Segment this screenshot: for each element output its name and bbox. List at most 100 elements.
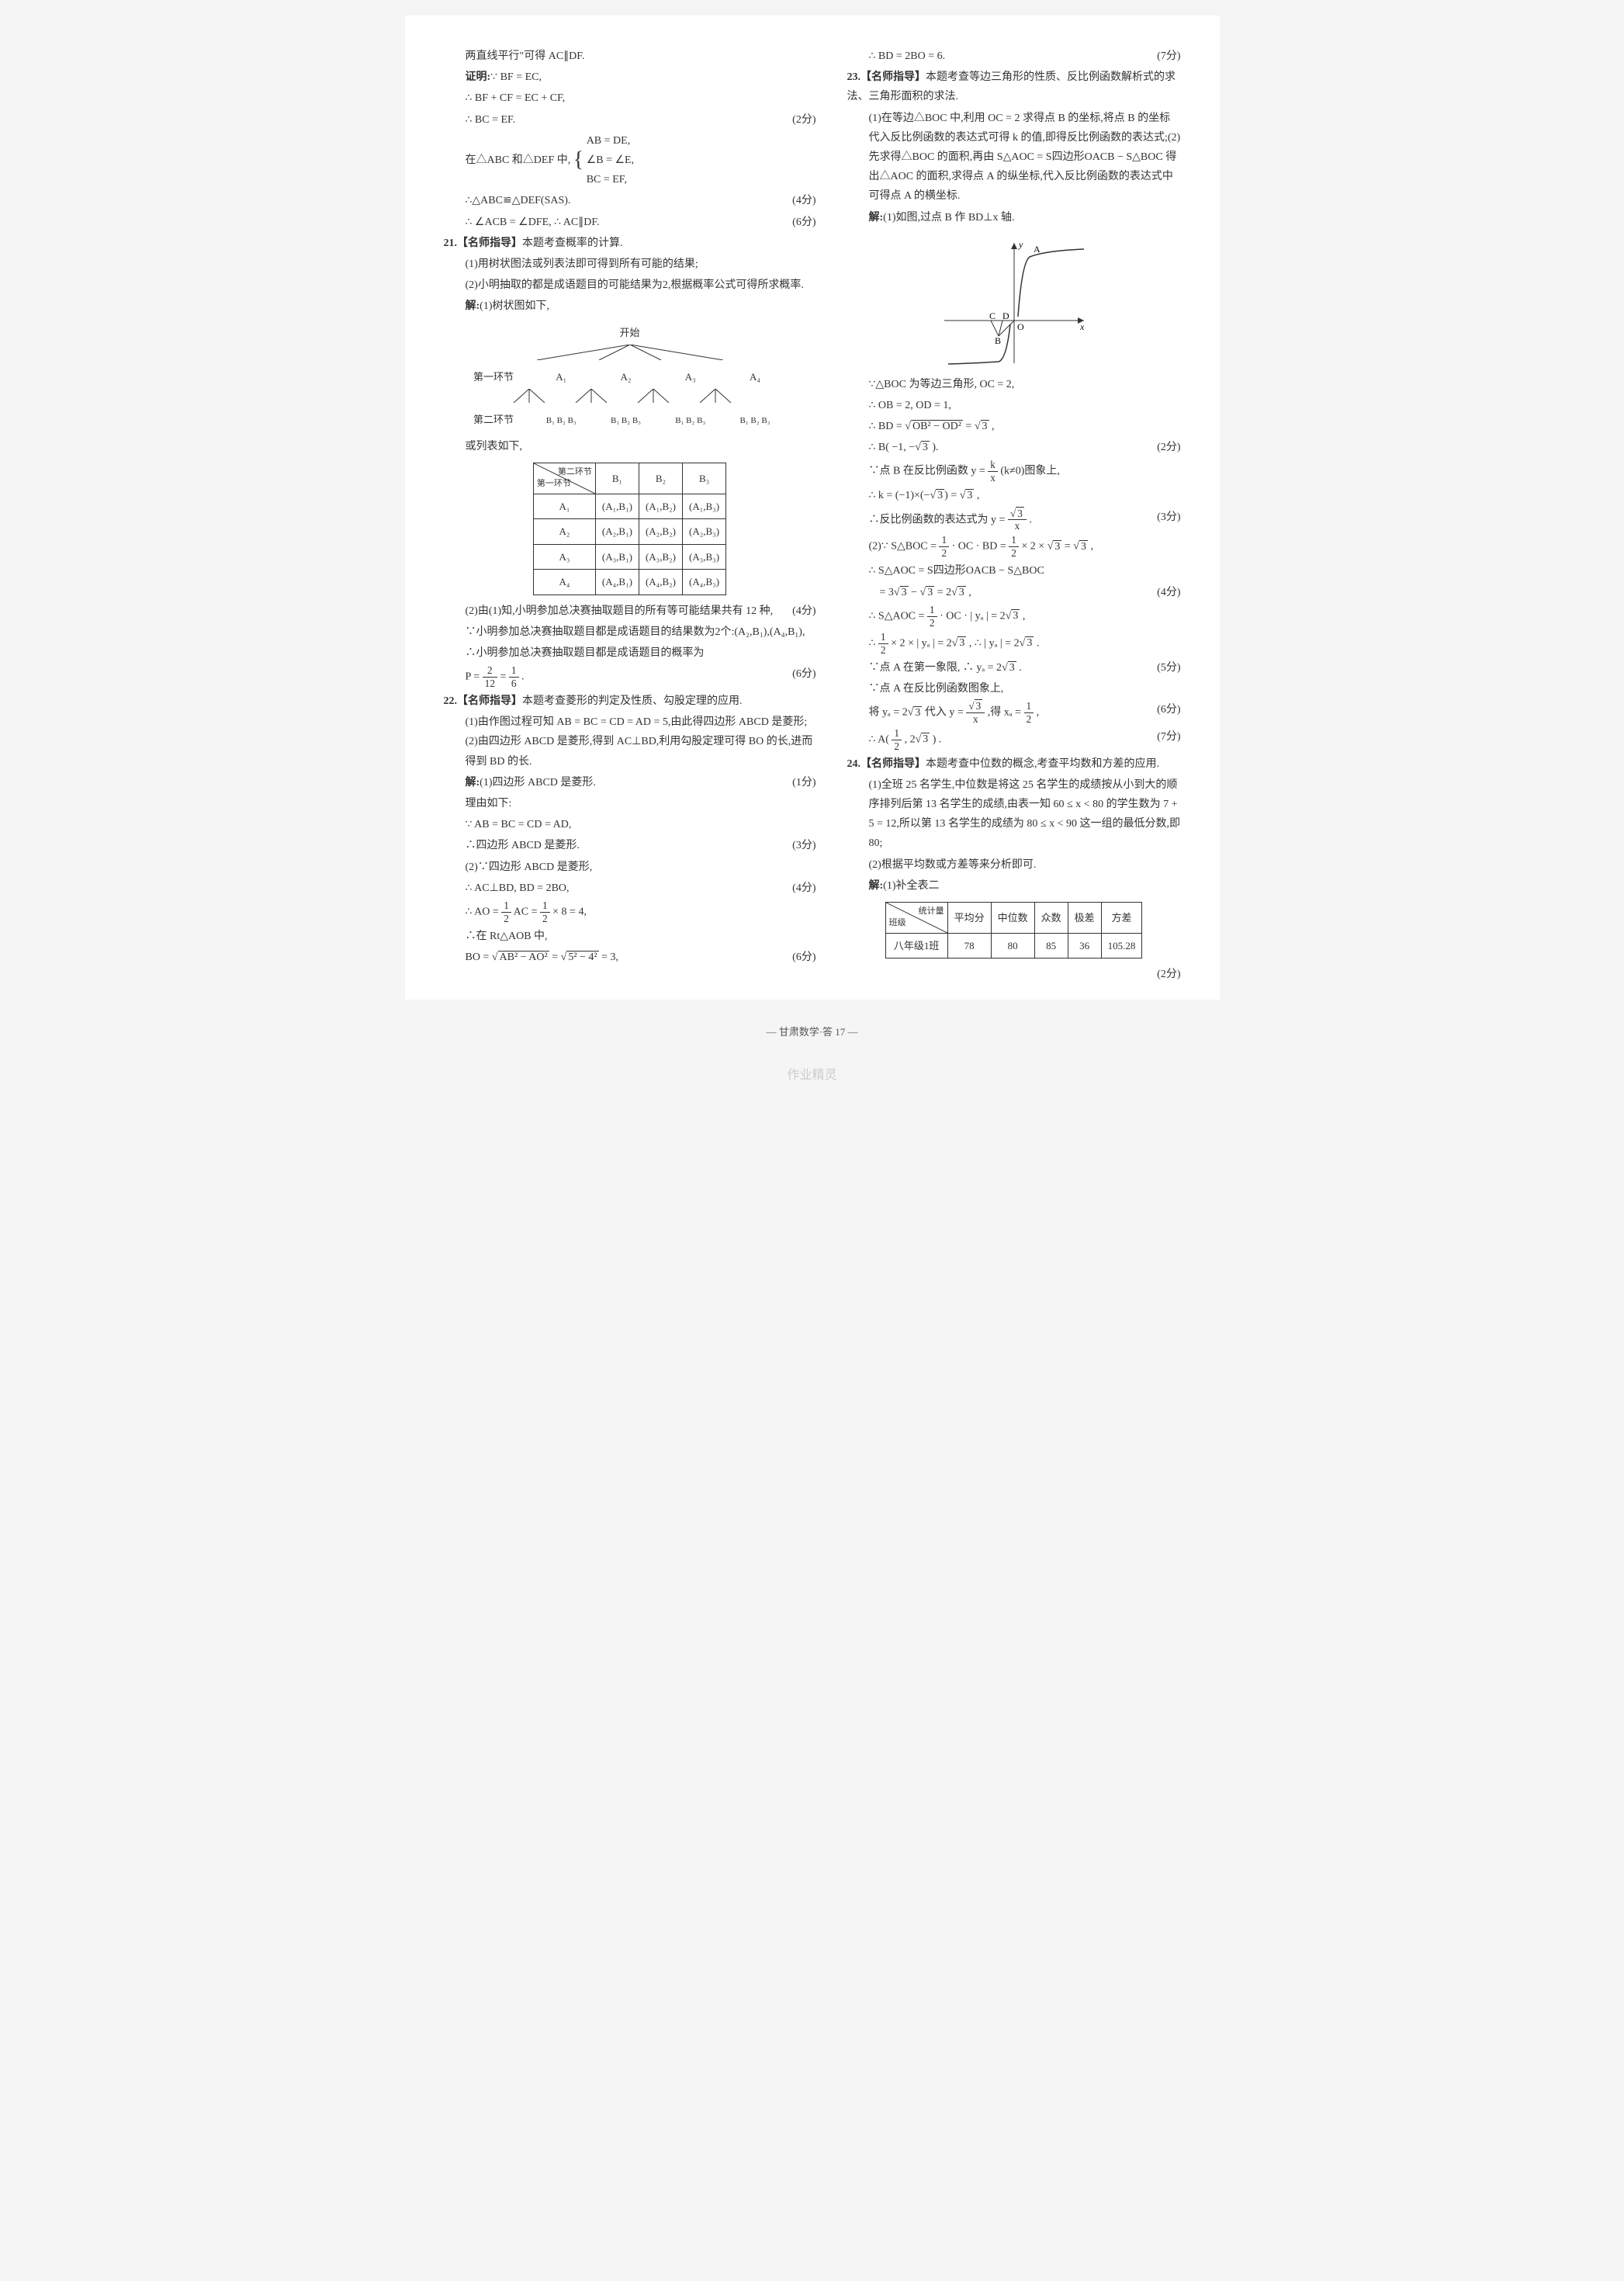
text-line: ∴ A( 12 , 2√3 ) . (7分) <box>847 727 1181 753</box>
tree-leaf: B₁ B₂ B₃ <box>530 414 592 429</box>
tree-node: A₄ <box>724 368 786 386</box>
text-line: (1)用树状图法或列表法即可得到所有可能的结果; <box>444 255 816 274</box>
text-line: P = 212 = 16 . (6分) <box>444 664 816 690</box>
text-line: ∴在 Rt△AOB 中, <box>444 927 816 946</box>
graph-label: O <box>1017 321 1024 332</box>
text-line: ∴四边形 ABCD 是菱形.(3分) <box>444 836 816 855</box>
score: (5分) <box>1157 658 1180 678</box>
tree-leaf: B₁ B₂ B₃ <box>724 414 786 429</box>
text-line: (2)∵ S△BOC = 12 · OC · BD = 12 × 2 × √3 … <box>847 534 1181 560</box>
tree-level-label: 第二环节 <box>473 411 528 428</box>
tree-branches-icon <box>498 345 762 360</box>
table-row: A₃(A₃,B₁)(A₃,B₂)(A₃,B₃) <box>533 544 725 569</box>
text-line: ∴ S△AOC = 12 · OC · | yₐ | = 2√3 , <box>847 604 1181 629</box>
table-header: 众数 <box>1034 903 1068 934</box>
table-header: B₁ <box>595 463 639 494</box>
page-footer: — 甘肃数学·答 17 — <box>16 1023 1608 1041</box>
tree-diagram: 开始 第一环节 A₁ A₂ A₃ A₄ <box>444 324 816 428</box>
graph-label: D <box>1002 310 1009 321</box>
table-header: B₃ <box>683 463 726 494</box>
text-line: 解:(1)树状图如下, <box>444 296 816 316</box>
text-line: ∴ BF + CF = EC + CF, <box>444 88 816 108</box>
score: (2分) <box>1157 965 1180 984</box>
score: (6分) <box>792 213 815 232</box>
statistics-table: 统计量 班级 平均分 中位数 众数 极差 方差 八年级1班 78 80 85 3… <box>885 902 1143 959</box>
teacher-guide-tag: 【名师指导】 <box>457 237 522 249</box>
table-header: 方差 <box>1101 903 1142 934</box>
proof-label: 证明: <box>466 71 491 83</box>
table-row: A₄(A₄,B₁)(A₄,B₂)(A₄,B₃) <box>533 570 725 595</box>
score: (4分) <box>1157 583 1180 602</box>
text-line: 证明:∵ BF = EC, <box>444 68 816 87</box>
table-row: A₁(A₁,B₁)(A₁,B₂)(A₁,B₃) <box>533 494 725 518</box>
teacher-guide-tag: 【名师指导】 <box>860 758 926 770</box>
score: (6分) <box>792 664 815 684</box>
text-line: 或列表如下, <box>444 437 816 456</box>
score: (7分) <box>1157 47 1180 66</box>
text-line: ∴ BD = 2BO = 6.(7分) <box>847 47 1181 66</box>
text-line: ∴ BD = √OB² − OD² = √3 , <box>847 417 1181 436</box>
teacher-guide-tag: 【名师指导】 <box>860 71 926 83</box>
problem-header: 23.【名师指导】本题考查等边三角形的性质、反比例函数解析式的求法、三角形面积的… <box>847 68 1181 106</box>
text-line: 解:(1)补全表二 <box>847 876 1181 896</box>
text-line: 两直线平行"可得 AC∥DF. <box>444 47 816 66</box>
text-line: = 3√3 − √3 = 2√3 , (4分) <box>847 583 1181 602</box>
solution-label: 解: <box>466 300 480 312</box>
text-line: (2)∵四边形 ABCD 是菱形, <box>444 858 816 877</box>
text-line: ∵△BOC 为等边三角形, OC = 2, <box>847 375 1181 394</box>
score: (7分) <box>1157 727 1180 747</box>
text-line: ∴小明参加总决赛抽取题目都是成语题目的概率为 <box>444 643 816 663</box>
graph-label: B <box>995 335 1001 346</box>
tree-node: A₁ <box>530 368 592 386</box>
graph-label: x <box>1079 321 1085 332</box>
diagonal-header-cell: 第二环节 第一环节 <box>533 463 595 494</box>
problem-number: 24. <box>847 758 861 770</box>
text-line: ∵点 B 在反比例函数 y = kx (k≠0)图象上, <box>847 459 1181 484</box>
text-line: 理由如下: <box>444 794 816 813</box>
text-line: ∴ OB = 2, OD = 1, <box>847 396 1181 415</box>
score: (2分) <box>792 110 815 130</box>
tree-leaf: B₁ B₂ B₃ <box>660 414 722 429</box>
text-line: BO = √AB² − AO² = √5² − 4² = 3, (6分) <box>444 948 816 967</box>
graph-label: C <box>989 310 996 321</box>
function-graph: A C D O B x y <box>937 235 1092 367</box>
text-line: ∴ AO = 12 AC = 12 × 8 = 4, <box>444 900 816 925</box>
table-header: 极差 <box>1068 903 1101 934</box>
text-line: (1)全班 25 名学生,中位数是将这 25 名学生的成绩按从小到大的顺序排列后… <box>847 775 1181 854</box>
table-header: B₂ <box>639 463 682 494</box>
solution-label: 解: <box>466 777 480 789</box>
tree-root: 开始 <box>444 324 816 341</box>
problem-number: 22. <box>444 695 458 707</box>
problem-number: 23. <box>847 71 861 83</box>
page: 两直线平行"可得 AC∥DF. 证明:∵ BF = EC, ∴ BF + CF … <box>405 16 1220 1000</box>
problem-header: 21.【名师指导】本题考查概率的计算. <box>444 234 816 253</box>
problem-header: 24.【名师指导】本题考查中位数的概念,考查平均数和方差的应用. <box>847 754 1181 774</box>
tree-node: A₃ <box>660 368 722 386</box>
text-line: ∴ BC = EF.(2分) <box>444 110 816 130</box>
table-row: A₂(A₂,B₁)(A₂,B₂)(A₂,B₃) <box>533 519 725 544</box>
solution-label: 解: <box>869 212 884 224</box>
score: (3分) <box>792 836 815 855</box>
text-line: ∵点 A 在反比例函数图象上, <box>847 679 1181 699</box>
probability-table: 第二环节 第一环节 B₁ B₂ B₃ A₁(A₁,B₁)(A₁,B₂)(A₁,B… <box>533 463 726 595</box>
tree-branches-icon <box>498 389 816 403</box>
text-line: 解:(1)如图,过点 B 作 BD⊥x 轴. <box>847 208 1181 227</box>
table-header: 平均分 <box>947 903 991 934</box>
problem-header: 22.【名师指导】本题考查菱形的判定及性质、勾股定理的应用. <box>444 692 816 711</box>
right-column: ∴ BD = 2BO = 6.(7分) 23.【名师指导】本题考查等边三角形的性… <box>847 47 1181 969</box>
text-line: ∴反比例函数的表达式为 y = √3x . (3分) <box>847 508 1181 533</box>
text-line: ∴ AC⊥BD, BD = 2BO,(4分) <box>444 879 816 898</box>
score: (4分) <box>792 191 815 210</box>
text-line: (1)由作图过程可知 AB = BC = CD = AD = 5,由此得四边形 … <box>444 712 816 771</box>
text-line: ∵小明参加总决赛抽取题目都是成语题目的结果数为2个:(A₂,B₁),(A₄,B₁… <box>444 622 816 642</box>
text-line: ∴ ∠ACB = ∠DFE, ∴ AC∥DF.(6分) <box>444 213 816 232</box>
table-row: 八年级1班 78 80 85 36 105.28 <box>885 934 1142 959</box>
score: (6分) <box>1157 700 1180 719</box>
problem-number: 21. <box>444 237 458 249</box>
text-line: 在△ABC 和△DEF 中, { AB = DE, ∠B = ∠E, BC = … <box>444 131 816 190</box>
score: (6分) <box>792 948 815 967</box>
text-line: ∵ AB = BC = CD = AD, <box>444 815 816 834</box>
solution-label: 解: <box>869 880 884 892</box>
diagonal-header-cell: 统计量 班级 <box>885 903 947 934</box>
score: (1分) <box>792 773 815 792</box>
